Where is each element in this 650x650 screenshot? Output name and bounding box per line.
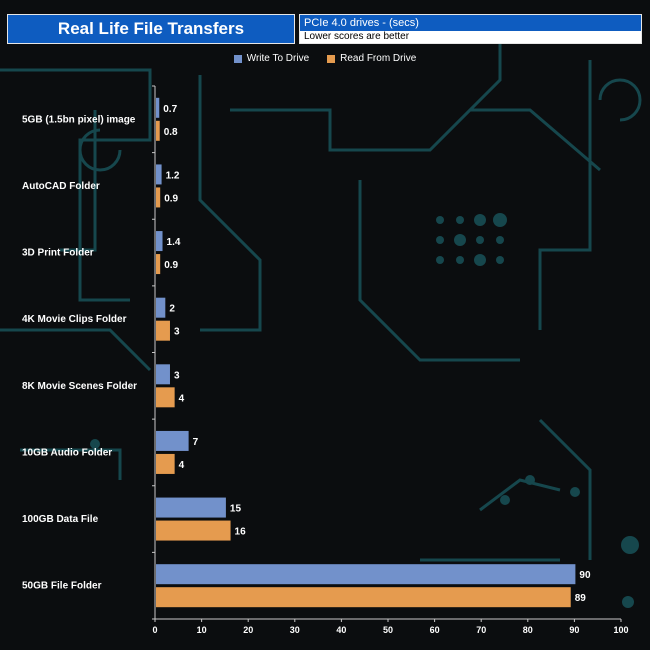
chart-subtitle-box: PCIe 4.0 drives - (secs) Lower scores ar… xyxy=(299,14,642,44)
legend-item-write: Write To Drive xyxy=(233,53,310,64)
bar-write xyxy=(156,430,189,451)
x-tick-label: 30 xyxy=(290,625,300,635)
data-label-read: 0.8 xyxy=(164,127,178,138)
chart-subtitle: PCIe 4.0 drives - (secs) xyxy=(300,15,641,31)
category-label: 4K Movie Clips Folder xyxy=(22,314,127,325)
category-label: AutoCAD Folder xyxy=(22,181,100,192)
legend-item-read: Read From Drive xyxy=(327,53,416,64)
bar-read xyxy=(156,387,175,408)
legend-swatch-read xyxy=(327,54,336,63)
chart-note: Lower scores are better xyxy=(300,31,641,43)
x-tick-label: 0 xyxy=(152,625,157,635)
x-tick-label: 100 xyxy=(613,625,628,635)
bar-read xyxy=(156,520,231,541)
x-tick-label: 60 xyxy=(430,625,440,635)
bar-read xyxy=(156,120,160,141)
bar-write xyxy=(156,497,226,518)
category-label: 3D Print Folder xyxy=(22,248,94,259)
category-label: 5GB (1.5bn pixel) image xyxy=(22,114,136,125)
category-label: 10GB Audio Folder xyxy=(22,447,112,458)
data-label-read: 3 xyxy=(174,327,180,338)
x-tick-label: 20 xyxy=(243,625,253,635)
chart-legend: Write To Drive Read From Drive xyxy=(0,53,650,64)
data-label-write: 7 xyxy=(193,437,199,448)
bar-read xyxy=(156,453,175,474)
bar-read xyxy=(156,320,170,341)
legend-label-read: Read From Drive xyxy=(340,53,417,64)
bar-write xyxy=(156,564,576,585)
data-label-read: 16 xyxy=(235,527,247,538)
data-label-write: 90 xyxy=(579,570,591,581)
data-label-read: 0.9 xyxy=(164,193,178,204)
data-label-write: 1.2 xyxy=(166,170,180,181)
category-label: 50GB File Folder xyxy=(22,581,102,592)
x-tick-label: 40 xyxy=(336,625,346,635)
data-label-write: 0.7 xyxy=(163,104,177,115)
x-tick-label: 70 xyxy=(476,625,486,635)
data-label-write: 15 xyxy=(230,504,242,515)
bar-write xyxy=(156,164,162,185)
bar-write xyxy=(156,364,170,385)
data-label-read: 89 xyxy=(575,593,587,604)
category-label: 8K Movie Scenes Folder xyxy=(22,381,137,392)
bar-read xyxy=(156,254,161,275)
bar-read xyxy=(156,187,161,208)
data-label-read: 4 xyxy=(179,460,185,471)
data-label-read: 4 xyxy=(179,393,185,404)
data-label-write: 2 xyxy=(169,304,175,315)
bar-write xyxy=(156,297,166,318)
data-label-write: 1.4 xyxy=(167,237,181,248)
bar-write xyxy=(156,97,160,118)
legend-swatch-write xyxy=(233,54,242,63)
x-tick-label: 10 xyxy=(197,625,207,635)
bar-read xyxy=(156,587,571,608)
x-tick-label: 90 xyxy=(569,625,579,635)
x-tick-label: 50 xyxy=(383,625,393,635)
category-label: 100GB Data File xyxy=(22,514,99,525)
legend-label-write: Write To Drive xyxy=(246,53,310,64)
chart-title: Real Life File Transfers xyxy=(7,14,295,44)
data-label-read: 0.9 xyxy=(164,260,178,271)
data-label-write: 3 xyxy=(174,370,180,381)
x-tick-label: 80 xyxy=(523,625,533,635)
bar-write xyxy=(156,231,163,252)
